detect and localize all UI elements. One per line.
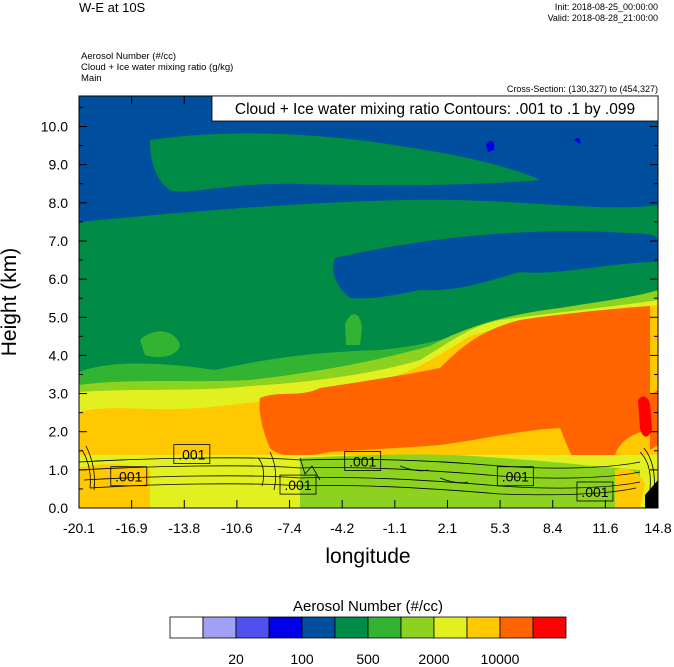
x-tick-label: -1.1 <box>383 520 407 536</box>
contour-label-box <box>576 481 614 502</box>
x-tick-label: 11.6 <box>592 520 618 536</box>
x-tick-label: 8.4 <box>543 520 563 536</box>
y-tick-label: 2.0 <box>49 424 69 440</box>
colorbar-label: 100 <box>290 651 314 667</box>
colorbar-bin <box>532 616 567 639</box>
chart-title: Cloud + Ice water mixing ratio Contours:… <box>235 101 635 118</box>
colorbar-bin <box>466 616 501 639</box>
field-name-aerosol: Aerosol Number (#/cc) <box>81 51 177 62</box>
chart-title-box <box>211 95 659 122</box>
contour-label-box <box>496 466 534 487</box>
y-tick-label: 8.0 <box>49 195 69 211</box>
y-axis: 0.0 1.0 2.0 3.0 4.0 5.0 6.0 7.0 8.0 9.0 10.0 <box>41 106 658 516</box>
contour-label-box <box>279 474 317 495</box>
colorbar-labels: 20 100 500 2000 10000 <box>228 651 519 667</box>
x-tick-label: -10.6 <box>221 520 253 536</box>
cloud-ice-contours <box>79 445 655 496</box>
x-tick-label: 14.8 <box>644 520 671 536</box>
y-tick-label: 5.0 <box>49 309 69 325</box>
contour-labels: .001 .001 .001 .001 .001 .001 <box>110 444 614 502</box>
y-tick-label: 10.0 <box>41 119 68 135</box>
x-tick-label: 2.1 <box>438 520 458 536</box>
y-tick-label: 4.0 <box>49 347 69 363</box>
y-tick-label: 0.0 <box>49 500 69 516</box>
colorbar-label: 20 <box>228 651 244 667</box>
contour-label-box <box>173 444 211 464</box>
colorbar-label: 2000 <box>418 651 449 667</box>
y-tick-label: 9.0 <box>49 157 69 173</box>
colorbar-bin <box>235 616 270 639</box>
contour-label: .001 <box>178 447 205 463</box>
contour-label-box <box>344 451 382 471</box>
colorbar-bin <box>202 616 237 639</box>
y-axis-label: Height (km) <box>0 248 21 357</box>
contour-label: .001 <box>581 484 608 500</box>
contour-label-box <box>110 466 148 487</box>
colorbar-bin <box>301 616 336 639</box>
valid-time: Valid: 2018-08-28_21:00:00 <box>547 13 658 23</box>
colorbar-bin <box>334 616 369 639</box>
colorbar <box>169 616 567 639</box>
x-tick-label: -7.4 <box>277 520 301 536</box>
x-axis: -20.1 -16.9 -13.8 -10.6 -7.4 -4.2 -1.1 2.1 5.3 8.… <box>63 96 672 536</box>
colorbar-bin <box>400 616 435 639</box>
x-tick-label: -20.1 <box>63 520 95 536</box>
y-tick-label: 7.0 <box>49 233 69 249</box>
contour-label: .001 <box>284 477 311 493</box>
field-name-cloud-ice: Cloud + Ice water mixing ratio (g/kg) <box>81 62 234 73</box>
x-tick-label: 5.3 <box>490 520 510 536</box>
plot-title: W-E at 10S <box>79 0 146 15</box>
x-tick-label: -13.8 <box>168 520 200 536</box>
init-time: Init: 2018-08-25_00:00:00 <box>554 2 658 12</box>
colorbar-label: 10000 <box>481 651 520 667</box>
y-tick-label: 3.0 <box>49 386 69 402</box>
colorbar-label: 500 <box>356 651 380 667</box>
x-axis-label: longitude <box>325 545 410 568</box>
colorbar-bin <box>433 616 468 639</box>
aerosol-shaded-field <box>79 96 658 508</box>
y-tick-label: 6.0 <box>49 271 69 287</box>
contour-label: .001 <box>115 469 142 485</box>
y-tick-label: 1.0 <box>49 462 69 478</box>
contour-label: .001 <box>349 453 376 469</box>
colorbar-bin <box>169 616 204 639</box>
colorbar-title: Aerosol Number (#/cc) <box>293 598 443 615</box>
field-name-main: Main <box>81 73 102 84</box>
cross-section-label: Cross-Section: (130,327) to (454,327) <box>506 84 658 94</box>
colorbar-bin <box>268 616 303 639</box>
x-tick-label: -16.9 <box>116 520 148 536</box>
contour-label: .001 <box>502 469 529 485</box>
colorbar-bin <box>367 616 402 639</box>
x-tick-label: -4.2 <box>330 520 354 536</box>
colorbar-bin <box>499 616 534 639</box>
